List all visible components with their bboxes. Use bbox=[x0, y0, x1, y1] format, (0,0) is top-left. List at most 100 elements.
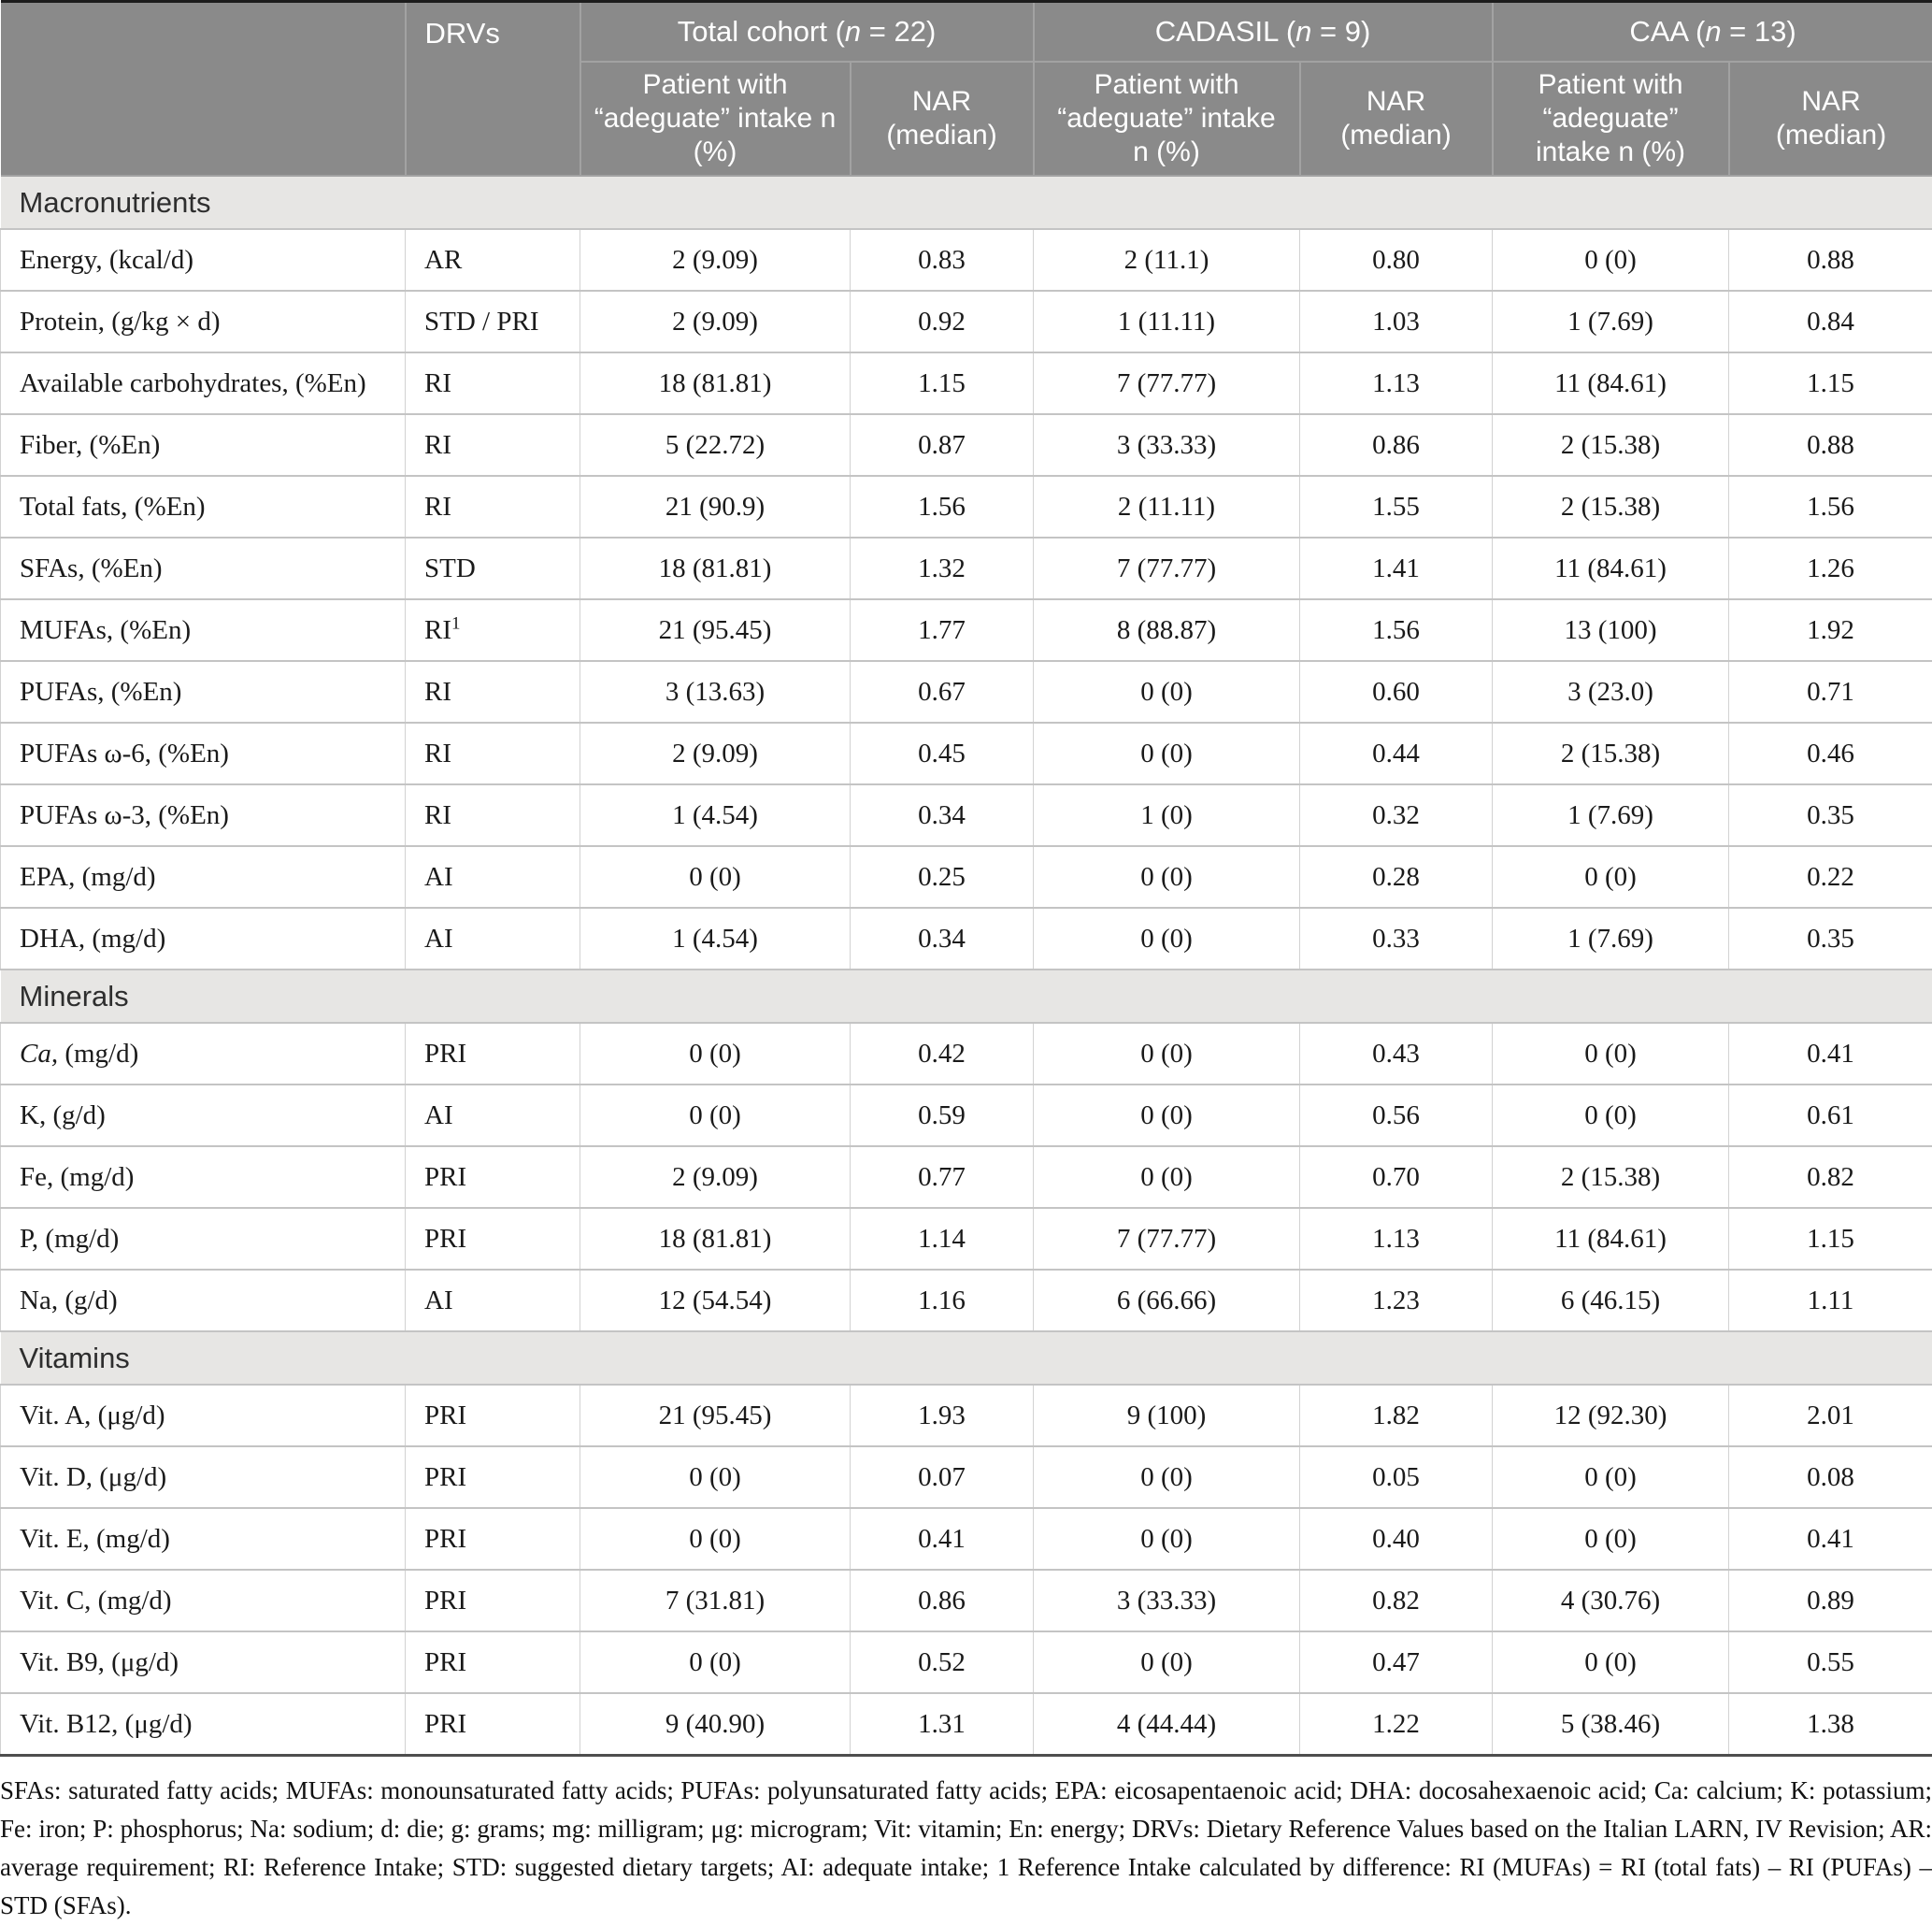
total-nar-cell: 0.34 bbox=[851, 908, 1034, 970]
cadasil-nar-cell: 0.40 bbox=[1300, 1508, 1493, 1570]
drv-value: RI1 bbox=[406, 599, 580, 661]
cadasil-patient-cell: 3 (33.33) bbox=[1034, 414, 1300, 476]
total-nar-cell: 0.59 bbox=[851, 1085, 1034, 1146]
caa-nar-cell: 1.38 bbox=[1729, 1693, 1932, 1756]
drv-value: AR bbox=[406, 229, 580, 291]
row-label: Energy, (kcal/d) bbox=[1, 229, 406, 291]
drv-value: STD / PRI bbox=[406, 291, 580, 352]
subheader-caa-patient: Patient with “adeguate” intake n (%) bbox=[1493, 62, 1729, 176]
total-patient-cell: 0 (0) bbox=[580, 1085, 851, 1146]
caa-nar-cell: 0.22 bbox=[1729, 846, 1932, 908]
total-patient-cell: 0 (0) bbox=[580, 1023, 851, 1085]
group-label-text: Total cohort ( bbox=[678, 15, 845, 48]
subheader-total-nar: NAR (median) bbox=[851, 62, 1034, 176]
cadasil-nar-cell: 0.44 bbox=[1300, 723, 1493, 784]
drv-value: PRI bbox=[406, 1508, 580, 1570]
row-label: PUFAs ω-3, (%En) bbox=[1, 784, 406, 846]
row-label: Vit. C, (mg/d) bbox=[1, 1570, 406, 1631]
caa-nar-cell: 2.01 bbox=[1729, 1385, 1932, 1446]
cadasil-nar-cell: 1.55 bbox=[1300, 476, 1493, 538]
total-patient-cell: 18 (81.81) bbox=[580, 1208, 851, 1270]
total-patient-cell: 1 (4.54) bbox=[580, 908, 851, 970]
total-nar-cell: 0.41 bbox=[851, 1508, 1034, 1570]
caa-nar-cell: 0.61 bbox=[1729, 1085, 1932, 1146]
row-label: Total fats, (%En) bbox=[1, 476, 406, 538]
total-patient-cell: 18 (81.81) bbox=[580, 538, 851, 599]
caa-nar-cell: 1.26 bbox=[1729, 538, 1932, 599]
cadasil-patient-cell: 9 (100) bbox=[1034, 1385, 1300, 1446]
caa-patient-cell: 0 (0) bbox=[1493, 1023, 1729, 1085]
caa-patient-cell: 5 (38.46) bbox=[1493, 1693, 1729, 1756]
table-header: DRVs Total cohort (n = 22) CADASIL (n = … bbox=[1, 2, 1932, 177]
total-patient-cell: 0 (0) bbox=[580, 1508, 851, 1570]
caa-patient-cell: 0 (0) bbox=[1493, 846, 1729, 908]
row-label: SFAs, (%En) bbox=[1, 538, 406, 599]
caa-patient-cell: 2 (15.38) bbox=[1493, 723, 1729, 784]
table-footnote: SFAs: saturated fatty acids; MUFAs: mono… bbox=[0, 1772, 1932, 1925]
caa-nar-cell: 0.71 bbox=[1729, 661, 1932, 723]
total-patient-cell: 5 (22.72) bbox=[580, 414, 851, 476]
caa-nar-cell: 0.89 bbox=[1729, 1570, 1932, 1631]
corner-empty-cell bbox=[1, 2, 406, 177]
caa-nar-cell: 0.55 bbox=[1729, 1631, 1932, 1693]
cadasil-nar-cell: 0.86 bbox=[1300, 414, 1493, 476]
total-patient-cell: 0 (0) bbox=[580, 1631, 851, 1693]
total-patient-cell: 9 (40.90) bbox=[580, 1693, 851, 1756]
subheader-cadasil-nar: NAR (median) bbox=[1300, 62, 1493, 176]
total-patient-cell: 21 (95.45) bbox=[580, 1385, 851, 1446]
cadasil-nar-cell: 1.23 bbox=[1300, 1270, 1493, 1331]
caa-patient-cell: 13 (100) bbox=[1493, 599, 1729, 661]
cadasil-patient-cell: 0 (0) bbox=[1034, 723, 1300, 784]
caa-patient-cell: 3 (23.0) bbox=[1493, 661, 1729, 723]
cadasil-patient-cell: 0 (0) bbox=[1034, 1508, 1300, 1570]
caa-patient-cell: 11 (84.61) bbox=[1493, 352, 1729, 414]
caa-patient-cell: 11 (84.61) bbox=[1493, 538, 1729, 599]
section-row-macronutrients: Macronutrients bbox=[1, 176, 1932, 229]
drv-value: RI bbox=[406, 352, 580, 414]
row-label: EPA, (mg/d) bbox=[1, 846, 406, 908]
drv-value: PRI bbox=[406, 1146, 580, 1208]
caa-patient-cell: 2 (15.38) bbox=[1493, 414, 1729, 476]
caa-nar-cell: 1.15 bbox=[1729, 1208, 1932, 1270]
section-title: Macronutrients bbox=[1, 176, 1932, 229]
total-nar-cell: 1.93 bbox=[851, 1385, 1034, 1446]
total-patient-cell: 12 (54.54) bbox=[580, 1270, 851, 1331]
row-label: Vit. E, (mg/d) bbox=[1, 1508, 406, 1570]
cadasil-nar-cell: 1.03 bbox=[1300, 291, 1493, 352]
caa-patient-cell: 1 (7.69) bbox=[1493, 291, 1729, 352]
section-row-minerals: Minerals bbox=[1, 970, 1932, 1023]
cadasil-patient-cell: 2 (11.1) bbox=[1034, 229, 1300, 291]
total-nar-cell: 0.34 bbox=[851, 784, 1034, 846]
drv-value: PRI bbox=[406, 1385, 580, 1446]
caa-nar-cell: 1.92 bbox=[1729, 599, 1932, 661]
subheader-cadasil-patient: Patient with “adeguate” intake n (%) bbox=[1034, 62, 1300, 176]
caa-nar-cell: 1.15 bbox=[1729, 352, 1932, 414]
cadasil-patient-cell: 7 (77.77) bbox=[1034, 352, 1300, 414]
cadasil-nar-cell: 0.05 bbox=[1300, 1446, 1493, 1508]
drv-value: PRI bbox=[406, 1631, 580, 1693]
caa-nar-cell: 0.41 bbox=[1729, 1508, 1932, 1570]
cadasil-patient-cell: 0 (0) bbox=[1034, 1146, 1300, 1208]
caa-patient-cell: 0 (0) bbox=[1493, 1508, 1729, 1570]
cadasil-patient-cell: 6 (66.66) bbox=[1034, 1270, 1300, 1331]
cadasil-nar-cell: 0.33 bbox=[1300, 908, 1493, 970]
cadasil-patient-cell: 0 (0) bbox=[1034, 1446, 1300, 1508]
row-label: Protein, (g/kg × d) bbox=[1, 291, 406, 352]
total-nar-cell: 1.32 bbox=[851, 538, 1034, 599]
caa-nar-cell: 1.56 bbox=[1729, 476, 1932, 538]
caa-patient-cell: 12 (92.30) bbox=[1493, 1385, 1729, 1446]
total-patient-cell: 1 (4.54) bbox=[580, 784, 851, 846]
cadasil-nar-cell: 0.60 bbox=[1300, 661, 1493, 723]
total-nar-cell: 0.86 bbox=[851, 1570, 1034, 1631]
